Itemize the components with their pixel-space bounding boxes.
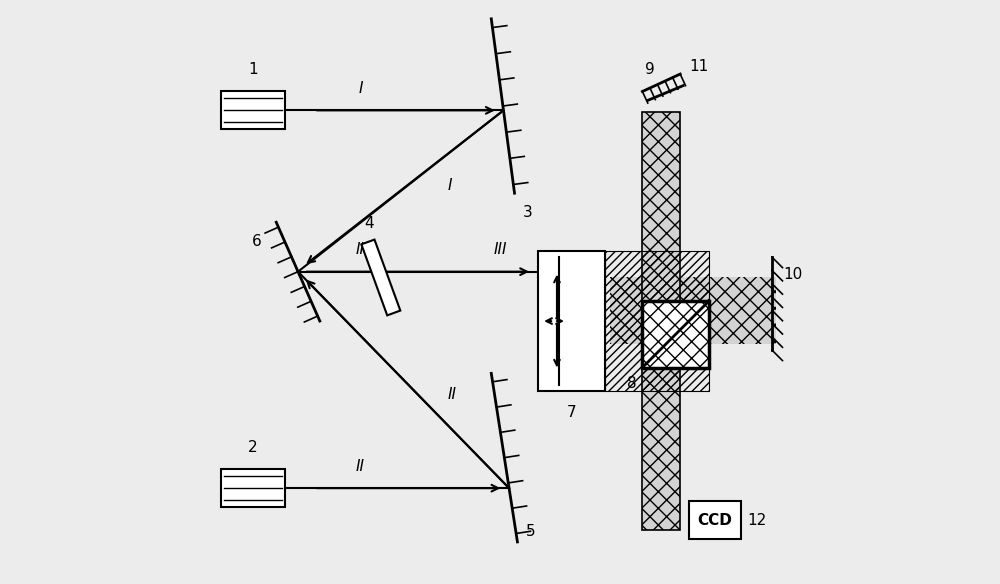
Bar — [642, 112, 680, 530]
Text: CCD: CCD — [698, 513, 732, 527]
Text: 5: 5 — [526, 524, 536, 539]
Text: 3: 3 — [523, 205, 533, 220]
Polygon shape — [361, 239, 400, 315]
Text: II: II — [356, 242, 365, 257]
Text: II: II — [448, 387, 457, 402]
Bar — [642, 301, 709, 367]
Text: 4: 4 — [364, 216, 374, 231]
Text: 2: 2 — [248, 440, 258, 455]
Bar — [610, 277, 776, 345]
Bar — [221, 470, 285, 507]
Text: 1: 1 — [248, 62, 258, 77]
Bar — [610, 277, 776, 345]
Text: 12: 12 — [747, 513, 766, 527]
Text: I: I — [358, 81, 363, 96]
Text: I: I — [448, 178, 452, 193]
Text: 8: 8 — [627, 376, 637, 391]
Text: III: III — [493, 242, 507, 257]
Bar — [538, 251, 605, 391]
Polygon shape — [538, 269, 559, 373]
Text: II: II — [356, 458, 365, 474]
Bar — [689, 501, 741, 539]
Text: 11: 11 — [689, 59, 708, 74]
Text: 9: 9 — [645, 62, 655, 77]
Text: 6: 6 — [252, 234, 262, 249]
Bar — [642, 301, 709, 367]
Text: 10: 10 — [784, 267, 803, 282]
Text: 7: 7 — [566, 405, 576, 420]
Bar — [642, 112, 680, 530]
Bar — [221, 92, 285, 129]
